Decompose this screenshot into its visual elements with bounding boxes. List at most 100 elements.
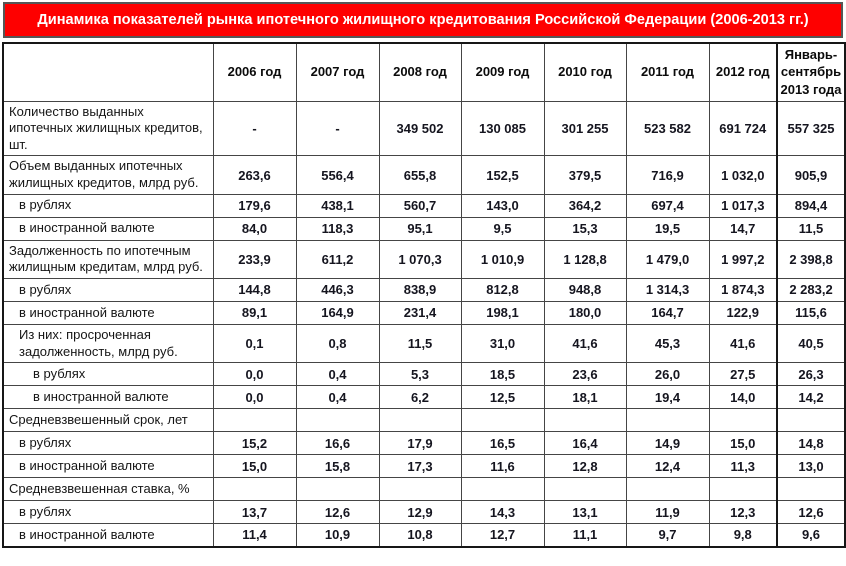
cell-value: 41,6	[708, 323, 778, 364]
cell-value: 15,2	[212, 431, 297, 456]
table-row: в рублях 144,8 446,3 838,9 812,8 948,8 1 314,3…	[2, 277, 846, 302]
cell-value	[378, 408, 462, 433]
cell-value	[212, 477, 297, 502]
row-label: Задолженность по ипотечным жилищным кред…	[2, 239, 214, 279]
cell-value: 14,8	[776, 431, 846, 456]
cell-value: 0,8	[295, 323, 380, 364]
cell-value: 19,5	[625, 216, 710, 241]
cell-value: 11,3	[708, 454, 778, 479]
cell-value: 27,5	[708, 362, 778, 387]
cell-value: 560,7	[378, 193, 462, 218]
row-label: в иностранной валюте	[2, 300, 214, 325]
table-row: в иностранной валюте 11,4 10,9 10,8 12,7 11,1…	[2, 523, 846, 548]
cell-value: 948,8	[543, 277, 627, 302]
cell-value: 905,9	[776, 155, 846, 195]
cell-value: 180,0	[543, 300, 627, 325]
cell-value: 0,4	[295, 385, 380, 410]
cell-value: 838,9	[378, 277, 462, 302]
cell-value: 655,8	[378, 155, 462, 195]
cell-value: 16,4	[543, 431, 627, 456]
cell-value: 1 032,0	[708, 155, 778, 195]
cell-value: 263,6	[212, 155, 297, 195]
cell-value: 894,4	[776, 193, 846, 218]
cell-value: 9,6	[776, 523, 846, 548]
table-row: в иностранной валюте 0,0 0,4 6,2 12,5 18,1 19,…	[2, 385, 846, 410]
table-row: в рублях 13,7 12,6 12,9 14,3 13,1 11,9 12,3 12,6	[2, 500, 846, 525]
cell-value: 13,0	[776, 454, 846, 479]
cell-value: 1 070,3	[378, 239, 462, 279]
cell-value: 12,4	[625, 454, 710, 479]
cell-value: 18,5	[460, 362, 545, 387]
cell-value: 10,9	[295, 523, 380, 548]
year-column-header: 2011 год	[625, 42, 710, 102]
year-column-header: 2006 год	[212, 42, 297, 102]
cell-value: 9,8	[708, 523, 778, 548]
cell-value: 16,6	[295, 431, 380, 456]
cell-value: 152,5	[460, 155, 545, 195]
cell-value: 1 997,2	[708, 239, 778, 279]
cell-value: 15,0	[212, 454, 297, 479]
cell-value: 1 010,9	[460, 239, 545, 279]
row-label: в рублях	[2, 431, 214, 456]
cell-value: 23,6	[543, 362, 627, 387]
cell-value: 164,7	[625, 300, 710, 325]
cell-value: 11,1	[543, 523, 627, 548]
cell-value: 14,0	[708, 385, 778, 410]
cell-value: 364,2	[543, 193, 627, 218]
cell-value: 12,7	[460, 523, 545, 548]
cell-value: 11,5	[776, 216, 846, 241]
row-label: Объем выданных ипотечных жилищных кредит…	[2, 155, 214, 195]
cell-value: 18,1	[543, 385, 627, 410]
cell-value: 301 255	[543, 100, 627, 157]
cell-value	[708, 408, 778, 433]
table-header-row: 2006 год 2007 год 2008 год 2009 год 2010…	[2, 42, 846, 102]
mortgage-indicators-table: 2006 год 2007 год 2008 год 2009 год 2010…	[2, 42, 846, 548]
cell-value: 130 085	[460, 100, 545, 157]
cell-value: 144,8	[212, 277, 297, 302]
cell-value: 17,3	[378, 454, 462, 479]
cell-value: 164,9	[295, 300, 380, 325]
cell-value: -	[295, 100, 380, 157]
cell-value	[460, 408, 545, 433]
cell-value	[460, 477, 545, 502]
cell-value: 84,0	[212, 216, 297, 241]
cell-value: 89,1	[212, 300, 297, 325]
row-label: Средневзвешенный срок, лет	[2, 408, 214, 433]
cell-value: 40,5	[776, 323, 846, 364]
row-label: в рублях	[2, 362, 214, 387]
cell-value: 41,6	[543, 323, 627, 364]
cell-value: 11,6	[460, 454, 545, 479]
cell-value: -	[212, 100, 297, 157]
cell-value	[708, 477, 778, 502]
cell-value: 2 398,8	[776, 239, 846, 279]
cell-value: 11,9	[625, 500, 710, 525]
cell-value: 13,1	[543, 500, 627, 525]
cell-value: 611,2	[295, 239, 380, 279]
cell-value	[625, 408, 710, 433]
cell-value: 1 874,3	[708, 277, 778, 302]
cell-value: 26,3	[776, 362, 846, 387]
table-row: в иностранной валюте 15,0 15,8 17,3 11,6 12,8…	[2, 454, 846, 479]
cell-value: 15,0	[708, 431, 778, 456]
cell-value: 379,5	[543, 155, 627, 195]
cell-value	[776, 408, 846, 433]
cell-value: 11,5	[378, 323, 462, 364]
cell-value: 13,7	[212, 500, 297, 525]
cell-value: 349 502	[378, 100, 462, 157]
cell-value: 15,8	[295, 454, 380, 479]
row-label: в иностранной валюте	[2, 454, 214, 479]
table-body: Количество выданных ипотечных жилищных к…	[2, 100, 846, 548]
table-row: в рублях 179,6 438,1 560,7 143,0 364,2 697,4 1 …	[2, 193, 846, 218]
cell-value: 9,5	[460, 216, 545, 241]
table-row: Задолженность по ипотечным жилищным кред…	[2, 239, 846, 279]
table-row: в иностранной валюте 89,1 164,9 231,4 198,1 1…	[2, 300, 846, 325]
cell-value: 446,3	[295, 277, 380, 302]
table-row: Количество выданных ипотечных жилищных к…	[2, 100, 846, 157]
cell-value: 26,0	[625, 362, 710, 387]
cell-value: 17,9	[378, 431, 462, 456]
year-column-header: 2012 год	[708, 42, 778, 102]
row-label: в иностранной валюте	[2, 216, 214, 241]
cell-value: 12,9	[378, 500, 462, 525]
corner-cell	[2, 42, 214, 102]
cell-value: 14,7	[708, 216, 778, 241]
